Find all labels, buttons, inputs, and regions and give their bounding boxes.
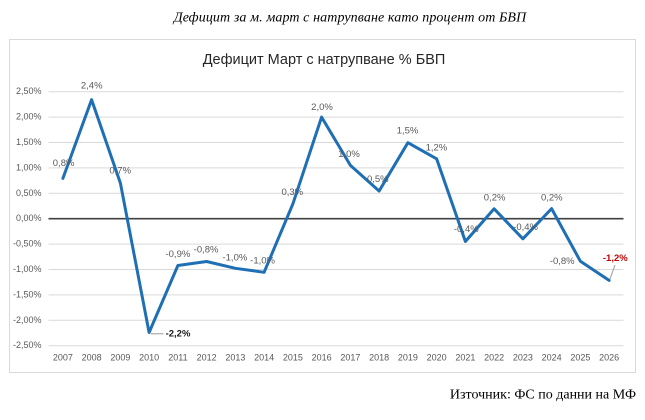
svg-text:-1,2%: -1,2% — [603, 253, 628, 264]
svg-text:Дефицит за м. март с натрупван: Дефицит за м. март с натрупване като про… — [172, 11, 527, 26]
svg-text:2,4%: 2,4% — [81, 81, 103, 92]
svg-text:0,3%: 0,3% — [281, 187, 303, 198]
svg-text:2021: 2021 — [455, 353, 475, 363]
svg-text:2015: 2015 — [283, 353, 303, 363]
svg-text:2024: 2024 — [542, 353, 562, 363]
svg-text:0,00%: 0,00% — [16, 213, 42, 223]
svg-text:2020: 2020 — [427, 353, 447, 363]
svg-text:2,50%: 2,50% — [16, 86, 42, 96]
svg-text:2016: 2016 — [312, 353, 332, 363]
svg-text:2017: 2017 — [340, 353, 360, 363]
svg-text:2,00%: 2,00% — [16, 112, 42, 122]
svg-text:-1,0%: -1,0% — [250, 256, 275, 267]
svg-text:0,7%: 0,7% — [109, 166, 131, 177]
svg-text:2019: 2019 — [398, 353, 418, 363]
svg-text:0,2%: 0,2% — [484, 193, 506, 204]
svg-text:-1,50%: -1,50% — [13, 289, 42, 299]
svg-text:2010: 2010 — [139, 353, 159, 363]
svg-text:0,2%: 0,2% — [541, 193, 563, 204]
svg-text:2013: 2013 — [225, 353, 245, 363]
svg-text:-2,2%: -2,2% — [166, 329, 191, 340]
svg-text:2022: 2022 — [484, 353, 504, 363]
svg-text:2009: 2009 — [110, 353, 130, 363]
svg-text:1,00%: 1,00% — [16, 162, 42, 172]
svg-text:2011: 2011 — [168, 353, 187, 363]
svg-text:2023: 2023 — [513, 353, 533, 363]
svg-text:-1,0%: -1,0% — [222, 252, 247, 263]
svg-text:1,50%: 1,50% — [16, 137, 42, 147]
svg-text:-0,8%: -0,8% — [194, 244, 219, 255]
svg-text:0,50%: 0,50% — [16, 188, 42, 198]
svg-text:1,2%: 1,2% — [426, 143, 448, 154]
svg-text:2026: 2026 — [599, 353, 619, 363]
svg-text:-0,4%: -0,4% — [454, 224, 479, 235]
svg-text:-0,50%: -0,50% — [13, 239, 42, 249]
svg-text:-1,00%: -1,00% — [13, 264, 42, 274]
svg-text:2012: 2012 — [197, 353, 217, 363]
svg-text:2014: 2014 — [254, 353, 274, 363]
svg-text:2,0%: 2,0% — [311, 102, 333, 113]
svg-text:1,5%: 1,5% — [397, 125, 419, 136]
svg-text:-2,00%: -2,00% — [13, 315, 42, 325]
svg-text:2008: 2008 — [82, 353, 102, 363]
svg-text:Източник: ФС по данни на МФ: Източник: ФС по данни на МФ — [450, 388, 636, 403]
svg-text:-2,50%: -2,50% — [13, 340, 42, 350]
svg-text:2025: 2025 — [570, 353, 590, 363]
svg-text:-0,4%: -0,4% — [513, 222, 538, 233]
svg-text:1,0%: 1,0% — [338, 149, 360, 160]
svg-text:-0,8%: -0,8% — [550, 256, 575, 267]
svg-text:Дефицит Март с натрупване % БВ: Дефицит Март с натрупване % БВП — [203, 52, 446, 68]
svg-text:2018: 2018 — [369, 353, 389, 363]
svg-text:0,5%: 0,5% — [367, 174, 389, 185]
svg-text:0,8%: 0,8% — [53, 158, 75, 169]
svg-text:2007: 2007 — [53, 353, 73, 363]
svg-text:-0,9%: -0,9% — [165, 249, 190, 260]
